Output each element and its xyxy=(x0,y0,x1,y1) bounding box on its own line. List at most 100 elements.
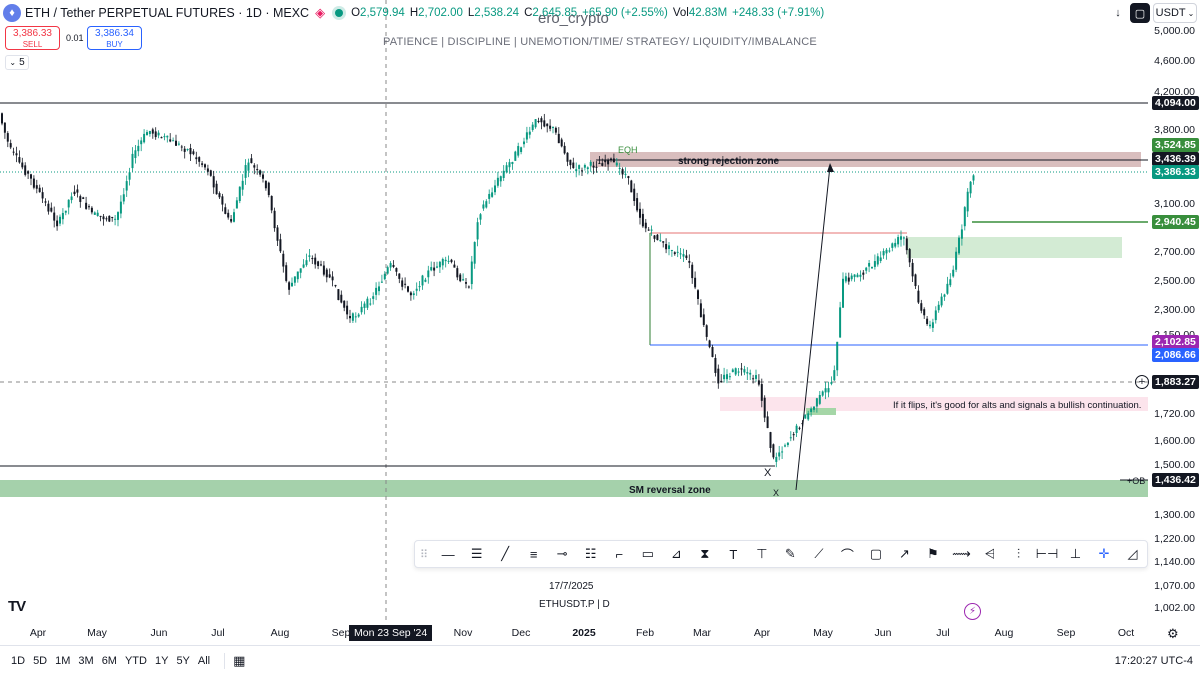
calendar-icon[interactable]: ▦ xyxy=(233,652,246,668)
indicators-toggle[interactable]: ⌄ 5 xyxy=(5,55,29,70)
month-tick: Feb xyxy=(635,627,655,639)
symbol-title[interactable]: ETH / Tether PERPETUAL FUTURES · 1D · ME… xyxy=(25,6,310,20)
range-button-6m[interactable]: 6M xyxy=(101,654,117,667)
candle-body xyxy=(850,275,853,280)
price-axis[interactable]: 5,000.00 4,600.00 4,200.00 3,800.00 3,100.00… xyxy=(1148,0,1200,620)
candle-body xyxy=(760,384,763,401)
candle-body xyxy=(801,423,804,425)
pattern-icon[interactable]: ⊿ xyxy=(670,546,682,561)
candle-body xyxy=(140,140,143,145)
candle-body xyxy=(670,249,673,251)
arrow-icon[interactable]: ↗ xyxy=(898,546,910,561)
candle-body xyxy=(717,368,720,384)
crosshair-plus-icon[interactable]: + xyxy=(1135,375,1149,389)
ohlc-item: +65.90 (+2.55%) xyxy=(582,7,668,19)
comment-icon[interactable]: ▢ xyxy=(869,546,883,561)
candle-body xyxy=(491,192,494,197)
price-chart[interactable]: EQH strong rejection zone If it flips, i… xyxy=(0,0,1148,622)
candle-body xyxy=(792,434,795,436)
fib-retracement-icon[interactable]: ≡ xyxy=(529,546,538,562)
price-tick: 2,300.00 xyxy=(1154,304,1195,316)
candle-body xyxy=(108,215,111,222)
candle-body xyxy=(540,118,543,123)
candle-body xyxy=(331,276,334,281)
candle-body xyxy=(18,157,21,163)
sell-button[interactable]: 3,386.33 SELL xyxy=(5,26,60,50)
candle-body xyxy=(969,181,972,194)
market-open-icon xyxy=(335,9,344,17)
bars-pattern-icon[interactable]: ⫶ xyxy=(1016,546,1021,561)
lightning-icon[interactable]: ⚡ xyxy=(964,603,981,620)
candle-body xyxy=(433,267,436,271)
candle-body xyxy=(711,347,714,357)
range-button-3m[interactable]: 3M xyxy=(78,654,94,667)
fib-arc-icon[interactable]: ◿ xyxy=(1127,546,1138,561)
candle-body xyxy=(392,264,395,267)
time-axis[interactable]: Apr May Jun Jul Aug Sep Nov Dec 2025 Feb Mar Apr May… xyxy=(0,622,1148,644)
pitchfork-icon[interactable]: ☷ xyxy=(584,546,597,561)
month-tick: Jul xyxy=(936,627,950,639)
candle-body xyxy=(786,442,789,446)
horizontal-line-icon[interactable]: ⊸ xyxy=(556,546,568,561)
text-icon[interactable]: T xyxy=(729,546,738,562)
candle-body xyxy=(227,212,230,218)
price-tick: 1,220.00 xyxy=(1154,533,1195,545)
rectangle-icon[interactable]: ▭ xyxy=(641,546,654,561)
polyline-icon[interactable]: ⟿ xyxy=(952,546,971,561)
candle-body xyxy=(743,369,746,373)
path-icon[interactable]: ⟋ xyxy=(814,546,824,561)
flag-icon[interactable]: ◈ xyxy=(315,5,326,20)
range-button-5y[interactable]: 5Y xyxy=(176,654,190,667)
candle-body xyxy=(897,237,900,245)
range-button-1y[interactable]: 1Y xyxy=(154,654,169,667)
candle-body xyxy=(96,212,99,216)
range-button-1d[interactable]: 1D xyxy=(11,654,26,667)
parallel-channel-icon[interactable]: ☰ xyxy=(470,546,483,561)
candle-body xyxy=(6,133,9,142)
range-buttons: 1D 5D 1M 3M 6M YTD 1Y 5Y All xyxy=(0,655,210,667)
candle-body xyxy=(668,245,670,250)
candle-body xyxy=(119,201,122,214)
candle-body xyxy=(595,166,598,168)
price-tick: 2,700.00 xyxy=(1154,246,1195,258)
date-range-icon[interactable]: ⊢⊣ xyxy=(1035,546,1059,561)
candle-body xyxy=(253,165,256,168)
drag-handle-icon[interactable]: ⠿ xyxy=(420,548,429,561)
range-button-5d[interactable]: 5D xyxy=(33,654,48,667)
camera-icon: ▢ xyxy=(1134,7,1146,20)
flag-mark-icon[interactable]: ⚑ xyxy=(927,546,939,561)
candle-body xyxy=(728,376,731,378)
range-button-1m[interactable]: 1M xyxy=(55,654,71,667)
screenshot-button[interactable]: ▢ xyxy=(1130,3,1150,23)
download-button[interactable]: ↓ xyxy=(1108,3,1128,23)
anchored-text-icon[interactable]: ⊤ xyxy=(756,546,768,561)
candle-body xyxy=(647,229,650,231)
currency-select[interactable]: USDT ⌄ xyxy=(1153,3,1197,23)
month-tick: Mar xyxy=(692,627,712,639)
candle-body xyxy=(598,162,601,164)
tradingview-logo[interactable]: TV xyxy=(8,598,26,615)
gear-icon[interactable]: ⚙ xyxy=(1167,626,1179,641)
range-button-ytd[interactable]: YTD xyxy=(124,654,147,667)
clock-label[interactable]: 17:20:27 UTC-4 xyxy=(1114,654,1193,667)
brush-icon[interactable]: ✎ xyxy=(784,546,796,561)
candle-body xyxy=(76,189,79,193)
candle-body xyxy=(839,307,842,338)
candle-body xyxy=(389,263,392,268)
crosshair-icon[interactable]: ✛ xyxy=(1098,546,1110,561)
price-range-icon[interactable]: ⊥ xyxy=(1069,546,1082,561)
curve-icon[interactable]: ⌒ xyxy=(840,547,854,563)
range-button-all[interactable]: All xyxy=(197,654,211,667)
long-position-icon[interactable]: ⧗ xyxy=(700,546,710,561)
candle-body xyxy=(209,170,212,176)
callout-icon[interactable]: ⌐ xyxy=(615,546,624,562)
candle-body xyxy=(949,279,952,286)
candle-body xyxy=(276,227,279,241)
buy-button[interactable]: 3,386.34 BUY xyxy=(87,26,142,50)
candle-body xyxy=(720,380,723,382)
symbol-legend: ♦ ETH / Tether PERPETUAL FUTURES · 1D · … xyxy=(0,3,824,23)
drawing-toolbar[interactable]: ⠿ — ☰ ╱ ≡ ⊸ ☷ ⌐ ▭ ⊿ ⧗ T ⊤ ✎ ⟋ ⌒ ▢ ↗ ⚑ ⟿ … xyxy=(414,540,1148,568)
projection-icon[interactable]: ⩤ xyxy=(984,546,996,561)
trend-line-icon[interactable]: ╱ xyxy=(501,546,510,561)
horizontal-ray-icon[interactable]: — xyxy=(441,546,455,562)
